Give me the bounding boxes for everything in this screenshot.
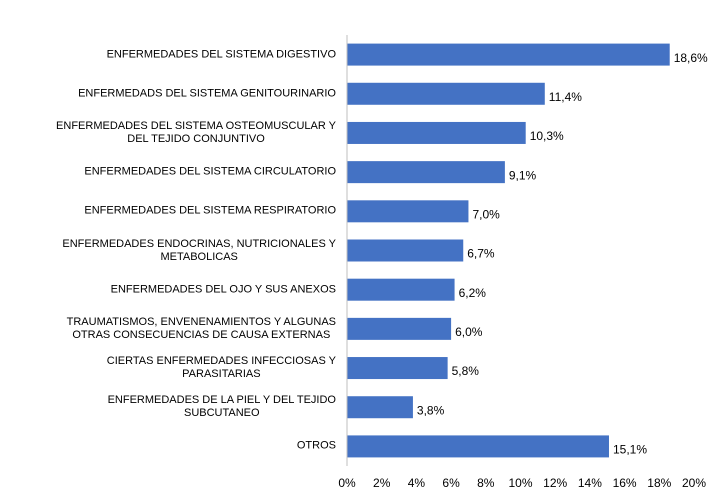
- y-tick-label: ENFERMEDADES DEL SISTEMA CIRCULATORIO: [84, 165, 336, 178]
- value-label: 15,1%: [613, 443, 647, 457]
- value-label: 6,7%: [467, 247, 495, 261]
- bar: [347, 396, 413, 419]
- x-tick-label: 20%: [682, 476, 706, 490]
- y-tick-label: ENFERMEDADES DE LA PIEL Y DEL TEJIDO SUB…: [107, 394, 336, 420]
- value-label: 5,8%: [452, 364, 480, 378]
- x-tick-label: 8%: [477, 476, 495, 490]
- x-tick-label: 2%: [373, 476, 391, 490]
- bar: [347, 317, 452, 340]
- y-tick-label: TRAUMATISMOS, ENVENENAMIENTOS Y ALGUNAS …: [66, 315, 336, 341]
- value-label: 6,2%: [459, 286, 487, 300]
- x-tick-label: 0%: [338, 476, 356, 490]
- value-label: 6,0%: [455, 325, 483, 339]
- value-label: 11,4%: [549, 90, 582, 104]
- value-label: 7,0%: [472, 207, 500, 221]
- value-label: 9,1%: [509, 168, 537, 182]
- bar: [347, 357, 448, 380]
- x-tick-label: 4%: [408, 476, 426, 490]
- y-tick-label: ENFERMEDADES DEL SISTEMA OSTEOMUSCULAR Y…: [56, 119, 336, 145]
- value-label: 10,3%: [530, 129, 564, 143]
- bar: [347, 435, 609, 458]
- bar: [347, 200, 469, 223]
- bar: [347, 121, 526, 144]
- y-tick-label: OTROS: [296, 439, 336, 452]
- bar: [347, 161, 505, 184]
- x-tick-label: 10%: [508, 476, 532, 490]
- bar: [347, 239, 464, 262]
- y-tick-label: ENFERMEDADES ENDOCRINAS, NUTRICIONALES Y…: [62, 237, 336, 263]
- y-tick-label: ENFERMEDADS DEL SISTEMA GENITOURINARIO: [78, 87, 336, 100]
- value-label: 18,6%: [674, 51, 708, 65]
- x-tick-label: 12%: [543, 476, 567, 490]
- value-label: 3,8%: [417, 403, 445, 417]
- bar: [347, 278, 455, 301]
- y-tick-label: ENFERMEDADES DEL SISTEMA DIGESTIVO: [106, 48, 336, 61]
- y-tick-label: ENFERMEDADES DEL SISTEMA RESPIRATORIO: [84, 204, 336, 217]
- x-tick-label: 16%: [613, 476, 637, 490]
- y-tick-label: ENFERMEDADES DEL OJO Y SUS ANEXOS: [110, 283, 336, 296]
- y-tick-label: CIERTAS ENFERMEDADES INFECCIOSAS Y PARAS…: [106, 355, 336, 381]
- bar: [347, 43, 670, 66]
- x-tick-label: 6%: [442, 476, 460, 490]
- x-tick-label: 14%: [578, 476, 602, 490]
- x-tick-label: 18%: [647, 476, 671, 490]
- bar: [347, 82, 545, 105]
